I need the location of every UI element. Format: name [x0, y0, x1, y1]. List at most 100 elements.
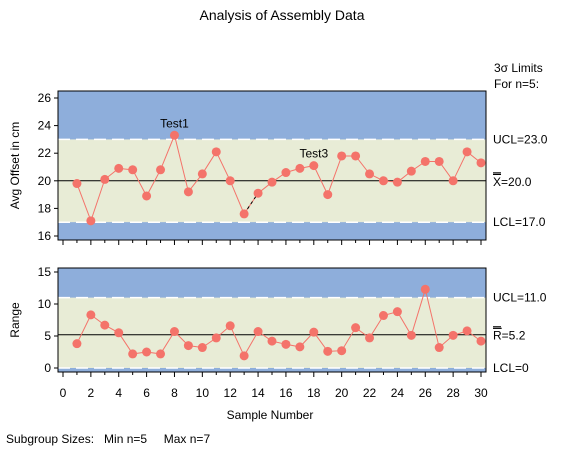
data-point [406, 330, 416, 340]
data-point [100, 320, 110, 330]
data-point [392, 177, 402, 187]
x-tick-label: 18 [307, 386, 321, 400]
data-point [197, 343, 207, 353]
data-point [351, 151, 361, 161]
y-axis-label: Avg Offset in cm [8, 122, 22, 210]
data-point [267, 336, 277, 346]
data-point [128, 349, 138, 359]
x-tick-label: 10 [196, 386, 210, 400]
x-tick-label: 2 [88, 386, 95, 400]
data-point [211, 333, 221, 343]
x-tick-label: 16 [279, 386, 293, 400]
y-tick-label: 18 [38, 201, 52, 215]
data-point [448, 330, 458, 340]
data-point [309, 161, 319, 171]
data-point [309, 327, 319, 337]
y-tick-label: 24 [38, 119, 52, 133]
center-label-value: =20.0 [501, 175, 532, 189]
center-label-symbol: R [493, 329, 502, 343]
data-point [169, 327, 179, 337]
data-point [100, 174, 110, 184]
data-point [448, 176, 458, 186]
data-point [406, 166, 416, 176]
x-tick-label: 30 [474, 386, 488, 400]
limits-header-line1: 3σ Limits [494, 61, 543, 75]
data-point [420, 284, 430, 294]
ucl-label: UCL=23.0 [493, 132, 548, 146]
y-tick-label: 20 [38, 174, 52, 188]
data-point [365, 169, 375, 179]
data-point [434, 343, 444, 353]
data-point [183, 341, 193, 351]
y-tick-label: 10 [38, 297, 52, 311]
data-point [114, 328, 124, 338]
data-point [337, 151, 347, 161]
data-point [378, 176, 388, 186]
y-tick-label: 16 [38, 229, 52, 243]
data-point [323, 346, 333, 356]
data-point [156, 349, 166, 359]
limits-header-line2: For n=5: [494, 77, 539, 91]
data-point [462, 147, 472, 157]
center-label: R=5.2 [493, 329, 526, 343]
data-point [295, 163, 305, 173]
y-tick-label: 15 [38, 265, 52, 279]
data-point [378, 311, 388, 321]
data-point [211, 147, 221, 157]
panel-means: 16 18 20 22 24 26 Avg Offset in cm UCL=23.0 X=20… [8, 90, 548, 245]
data-point [169, 130, 179, 140]
data-point [183, 187, 193, 197]
y-axis-label: Range [8, 302, 22, 338]
center-label-symbol: X [493, 175, 501, 189]
data-point [267, 177, 277, 187]
data-point [476, 336, 486, 346]
x-tick-label: 22 [363, 386, 377, 400]
x-tick-label: 20 [335, 386, 349, 400]
data-point [156, 165, 166, 175]
x-tick-label: 0 [60, 386, 67, 400]
y-tick-label: 0 [44, 361, 51, 375]
data-point [225, 321, 235, 331]
data-point [114, 163, 124, 173]
panel-ranges: 0 5 10 15 Range UCL=11.0 R=5.2 LCL=0 [8, 265, 547, 377]
data-point [295, 342, 305, 352]
data-point [392, 307, 402, 317]
x-tick-label: 26 [419, 386, 433, 400]
data-point [253, 188, 263, 198]
center-label-value: =5.2 [502, 329, 526, 343]
x-axis-label: Sample Number [227, 408, 314, 422]
data-point [323, 190, 333, 200]
data-point [142, 347, 152, 357]
x-tick-label: 8 [171, 386, 178, 400]
test-annotation: Test1 [160, 116, 189, 130]
data-point [225, 176, 235, 186]
lcl-label: LCL=17.0 [493, 215, 546, 229]
x-tick-label: 24 [391, 386, 405, 400]
data-point [281, 339, 291, 349]
y-tick-label: 26 [38, 91, 52, 105]
data-point [281, 168, 291, 178]
data-point [420, 156, 430, 166]
data-point [72, 179, 82, 189]
data-point [462, 326, 472, 336]
data-point [86, 216, 96, 226]
subgroup-sizes-footer: Subgroup Sizes: Min n=5 Max n=7 [6, 432, 210, 446]
ucl-label: UCL=11.0 [493, 291, 547, 305]
data-point [253, 327, 263, 337]
data-point [197, 169, 207, 179]
data-point [351, 323, 361, 333]
data-point [365, 333, 375, 343]
data-point [128, 165, 138, 175]
x-tick-label: 28 [446, 386, 460, 400]
x-tick-label: 6 [143, 386, 150, 400]
test-annotation: Test3 [299, 147, 328, 161]
x-tick-label: 4 [115, 386, 122, 400]
y-tick-label: 5 [44, 329, 51, 343]
x-tick-label: 12 [224, 386, 238, 400]
x-tick-label: 14 [251, 386, 265, 400]
center-label: X=20.0 [493, 175, 532, 189]
lcl-label: LCL=0 [493, 361, 529, 375]
data-point [72, 339, 82, 349]
